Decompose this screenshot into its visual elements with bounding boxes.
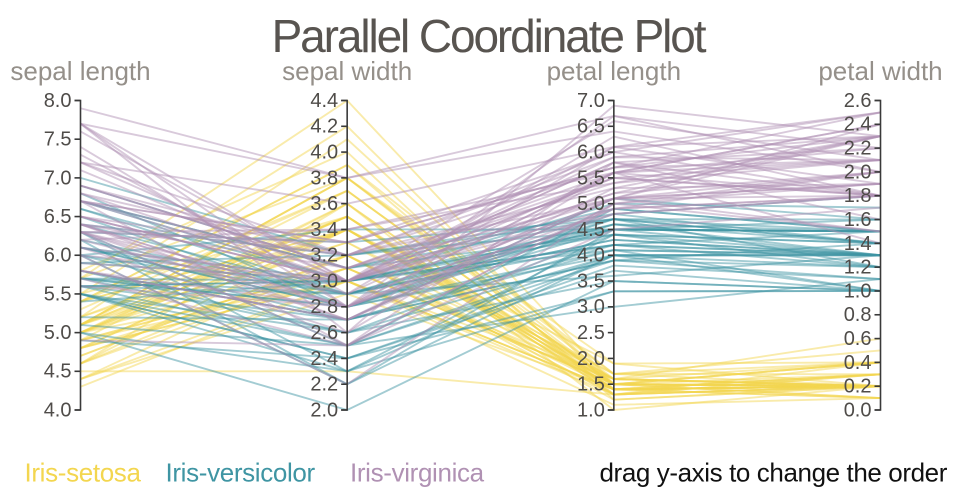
svg-text:petal length: petal length [547, 56, 681, 86]
svg-text:0.6: 0.6 [844, 328, 872, 350]
svg-text:2.4: 2.4 [844, 114, 872, 136]
svg-text:2.6: 2.6 [844, 90, 872, 112]
svg-text:6.0: 6.0 [577, 141, 605, 163]
svg-text:1.4: 1.4 [844, 233, 872, 255]
svg-text:3.2: 3.2 [310, 245, 338, 267]
svg-text:3.5: 3.5 [577, 270, 605, 292]
svg-text:drag y-axis to change the orde: drag y-axis to change the order [600, 458, 948, 488]
svg-text:1.6: 1.6 [844, 209, 872, 231]
svg-text:4.4: 4.4 [310, 90, 338, 112]
svg-text:sepal length: sepal length [10, 56, 150, 86]
svg-text:2.2: 2.2 [844, 138, 872, 160]
svg-text:Iris-virginica: Iris-virginica [350, 458, 485, 488]
svg-text:2.2: 2.2 [310, 374, 338, 396]
svg-text:petal width: petal width [818, 56, 942, 86]
svg-text:2.8: 2.8 [310, 296, 338, 318]
svg-text:0.4: 0.4 [844, 352, 872, 374]
svg-text:2.0: 2.0 [844, 161, 872, 183]
svg-text:3.4: 3.4 [310, 219, 338, 241]
svg-text:8.0: 8.0 [44, 90, 72, 112]
svg-text:3.0: 3.0 [577, 296, 605, 318]
svg-text:5.5: 5.5 [44, 283, 72, 305]
svg-text:2.0: 2.0 [310, 399, 338, 421]
svg-text:1.0: 1.0 [577, 399, 605, 421]
svg-text:0.0: 0.0 [844, 399, 872, 421]
svg-text:2.0: 2.0 [577, 348, 605, 370]
svg-text:sepal width: sepal width [282, 56, 412, 86]
svg-text:Iris-versicolor: Iris-versicolor [166, 458, 316, 488]
svg-text:4.0: 4.0 [44, 399, 72, 421]
svg-text:1.0: 1.0 [844, 280, 872, 302]
svg-text:3.0: 3.0 [310, 270, 338, 292]
svg-text:1.8: 1.8 [844, 185, 872, 207]
svg-text:5.0: 5.0 [44, 322, 72, 344]
svg-text:6.5: 6.5 [44, 206, 72, 228]
svg-text:3.6: 3.6 [310, 193, 338, 215]
svg-text:6.0: 6.0 [44, 245, 72, 267]
svg-text:0.2: 0.2 [844, 376, 872, 398]
svg-text:1.5: 1.5 [577, 374, 605, 396]
svg-text:5.0: 5.0 [577, 193, 605, 215]
svg-text:7.0: 7.0 [44, 167, 72, 189]
svg-text:4.2: 4.2 [310, 116, 338, 138]
svg-text:3.8: 3.8 [310, 167, 338, 189]
svg-text:6.5: 6.5 [577, 116, 605, 138]
svg-text:2.4: 2.4 [310, 348, 338, 370]
svg-text:4.0: 4.0 [310, 141, 338, 163]
svg-text:5.5: 5.5 [577, 167, 605, 189]
svg-text:Parallel Coordinate Plot: Parallel Coordinate Plot [272, 10, 707, 62]
svg-text:7.0: 7.0 [577, 90, 605, 112]
svg-text:4.5: 4.5 [577, 219, 605, 241]
svg-text:7.5: 7.5 [44, 129, 72, 151]
svg-text:4.0: 4.0 [577, 245, 605, 267]
svg-text:4.5: 4.5 [44, 361, 72, 383]
svg-text:2.5: 2.5 [577, 322, 605, 344]
svg-text:1.2: 1.2 [844, 257, 872, 279]
svg-text:Iris-setosa: Iris-setosa [25, 458, 142, 488]
svg-text:0.8: 0.8 [844, 304, 872, 326]
svg-text:2.6: 2.6 [310, 322, 338, 344]
